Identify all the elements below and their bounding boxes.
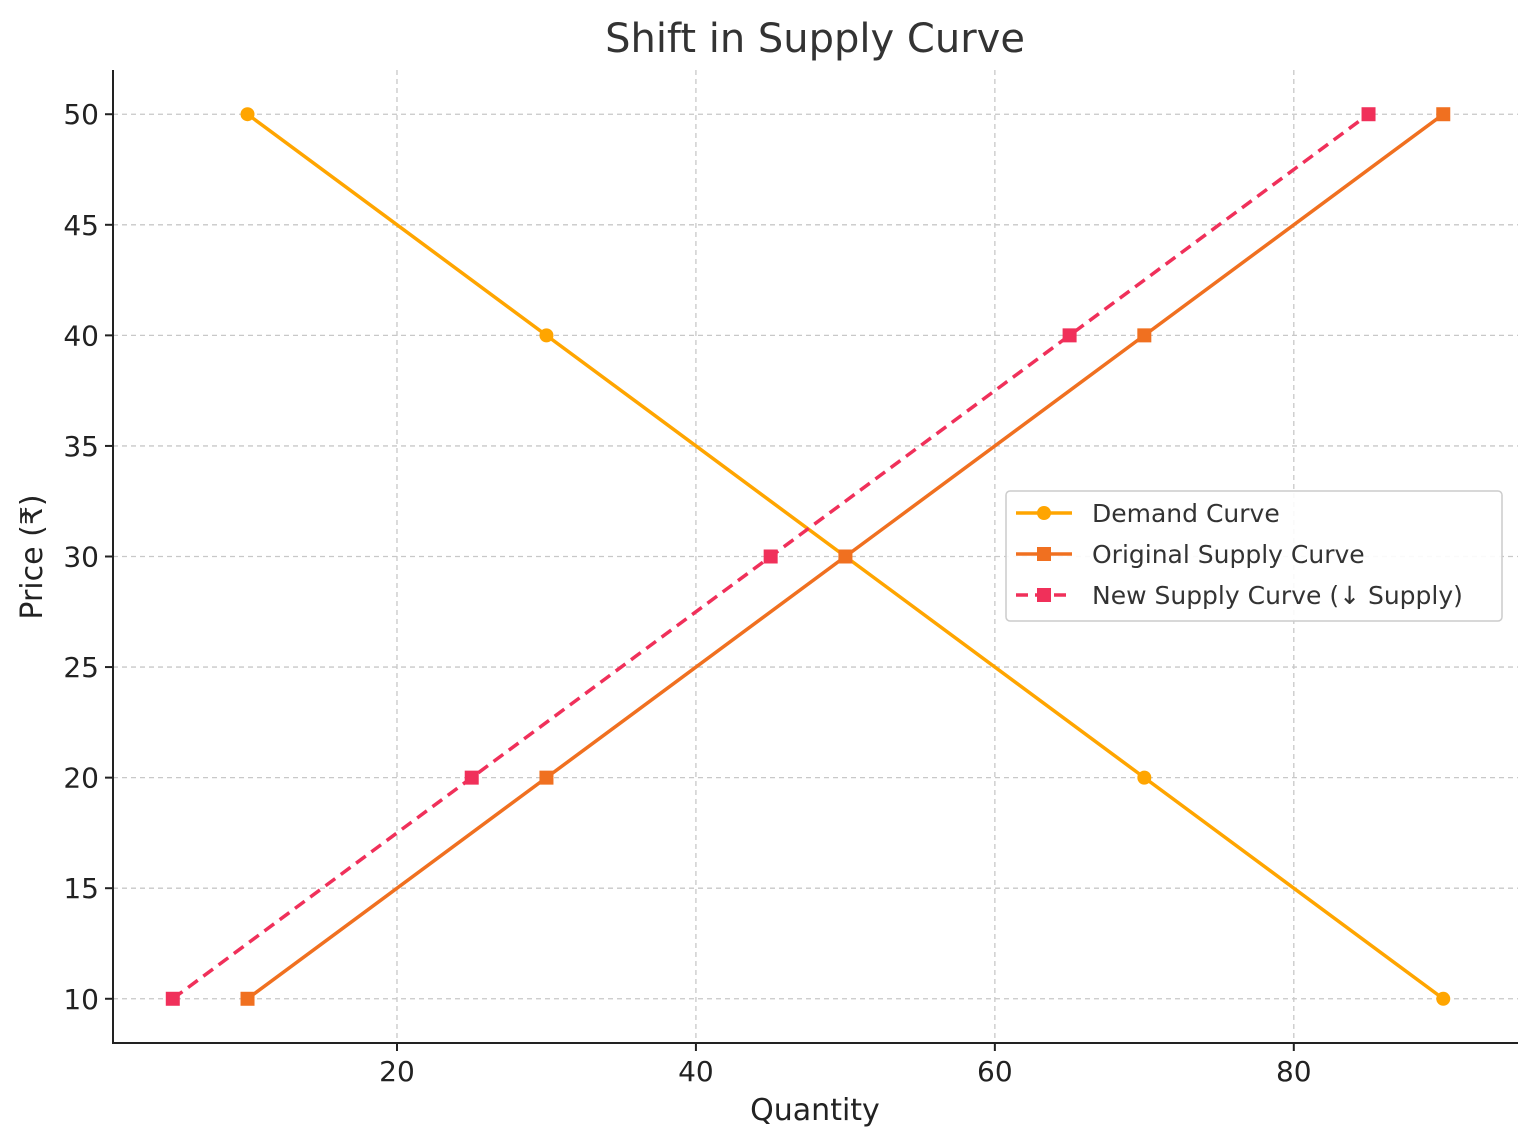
data-point [1137, 770, 1152, 785]
data-point [1436, 107, 1451, 122]
plot-spines [112, 70, 1518, 1044]
y-tick-label: 20 [63, 762, 99, 795]
legend-entry: Demand Curve [1016, 499, 1280, 528]
data-point [464, 770, 479, 785]
y-tick-label: 35 [63, 430, 99, 463]
y-tick-label: 15 [63, 872, 99, 905]
legend-label: Demand Curve [1092, 499, 1280, 528]
chart-title: Shift in Supply Curve [605, 16, 1025, 62]
data-point [539, 770, 554, 785]
data-point [838, 549, 853, 564]
data-point [1361, 107, 1376, 122]
x-tick-label: 20 [379, 1055, 415, 1088]
data-point [539, 328, 554, 343]
data-point [1436, 991, 1451, 1006]
y-tick-label: 30 [63, 541, 99, 574]
y-tick-label: 45 [63, 209, 99, 242]
series-layer [165, 107, 1451, 1006]
y-tick-label: 10 [63, 983, 99, 1016]
x-tick-label: 80 [1276, 1055, 1312, 1088]
series-1 [240, 107, 1451, 1006]
legend-swatch-marker [1037, 588, 1051, 602]
series-2 [165, 107, 1376, 1006]
legend-swatch-marker [1037, 547, 1051, 561]
y-axis-label: Price (₹) [15, 494, 50, 619]
y-tick-label: 50 [63, 98, 99, 131]
x-tick-label: 40 [678, 1055, 714, 1088]
x-tick-label: 60 [977, 1055, 1013, 1088]
legend-label: Original Supply Curve [1092, 540, 1365, 569]
legend-frame [1005, 490, 1503, 622]
legend-entry: New Supply Curve (↓ Supply) [1016, 581, 1463, 610]
axis-ticks: 20 40 60 80 10 15 20 25 30 35 40 45 50 [63, 98, 1311, 1088]
data-point [1137, 328, 1152, 343]
legend: Demand Curve Original Supply Curve New Sup… [1005, 490, 1503, 622]
axes [112, 70, 1518, 1044]
legend-label: New Supply Curve (↓ Supply) [1092, 581, 1463, 610]
x-axis-label: Quantity [750, 1093, 880, 1128]
data-point [240, 991, 255, 1006]
data-point [1062, 328, 1077, 343]
legend-entry: Original Supply Curve [1016, 540, 1365, 569]
data-point [763, 549, 778, 564]
y-tick-label: 40 [63, 319, 99, 352]
grid-lines [113, 70, 1518, 1043]
legend-swatch-marker [1037, 506, 1051, 520]
data-point [165, 991, 180, 1006]
data-point [240, 107, 255, 122]
y-tick-label: 25 [63, 651, 99, 684]
